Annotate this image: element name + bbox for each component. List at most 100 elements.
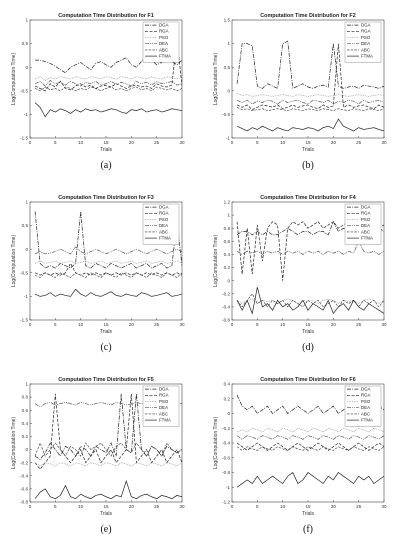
y-tick-label: -1 (226, 485, 231, 490)
y-tick-label: 1.5 (224, 18, 231, 23)
legend-label: FTMA (159, 54, 171, 59)
series-line-dga (236, 220, 384, 236)
legend-label: DEA (361, 405, 370, 410)
y-tick-label: 0.8 (22, 395, 29, 400)
legend-label: DGA (159, 205, 169, 210)
y-tick-label: 0.4 (22, 421, 29, 426)
series-line-ftma (236, 287, 384, 315)
panel-caption: (e) (100, 524, 111, 535)
y-axis-label: Log(Computation Time) (11, 235, 17, 288)
legend-label: DGA (361, 205, 371, 210)
x-tick-label: 20 (331, 140, 337, 145)
y-tick-label: 0.5 (22, 41, 29, 46)
y-tick-label: 1 (227, 41, 230, 46)
series-line-dea (34, 79, 182, 87)
legend-label: RGA (361, 393, 371, 398)
y-tick-label: 1 (25, 382, 28, 387)
x-tick-label: 0 (231, 322, 234, 327)
x-tick-label: 10 (78, 504, 84, 509)
x-tick-label: 10 (78, 322, 84, 327)
x-tick-label: 20 (331, 504, 337, 509)
y-axis-label: Log(Computation Time) (213, 53, 219, 106)
series-line-dea (236, 435, 384, 440)
x-tick-label: 0 (231, 504, 234, 509)
legend-box (344, 203, 382, 245)
panel-caption: (f) (303, 524, 313, 535)
legend-label: PSO (159, 399, 169, 404)
x-tick-label: 0 (29, 504, 32, 509)
y-tick-label: -1 (24, 112, 29, 117)
chart-title: Computation Time Distribution for F2 (260, 13, 355, 19)
y-tick-label: 0 (227, 88, 230, 93)
y-tick-label: -1.2 (222, 500, 230, 505)
x-axis-label: Trials (302, 329, 315, 335)
x-tick-label: 0 (29, 322, 32, 327)
legend-label: ABC (159, 411, 168, 416)
y-tick-label: -0.6 (222, 318, 230, 323)
series-line-ftma (236, 118, 384, 132)
y-axis-label: Log(Computation Time) (11, 417, 17, 470)
series-line-abc (34, 272, 182, 278)
series-line-abc (236, 446, 384, 451)
chart-panel-3: Computation Time Distribution for F30 5 10… (11, 195, 185, 353)
legend-label: RGA (159, 211, 169, 216)
y-tick-label: -1.5 (20, 318, 28, 323)
y-tick-label: 0.6 (22, 408, 29, 413)
series-line-rga (236, 43, 384, 111)
x-tick-label: 10 (280, 504, 286, 509)
x-tick-label: 5 (54, 504, 57, 509)
x-tick-label: 20 (129, 140, 135, 145)
x-tick-label: 20 (331, 322, 337, 327)
x-tick-label: 20 (129, 322, 135, 327)
series-line-ftma (236, 471, 384, 488)
x-tick-label: 30 (381, 140, 387, 145)
legend-label: RGA (361, 211, 371, 216)
y-tick-label: 0.8 (224, 226, 231, 231)
series-line-rga (236, 442, 384, 451)
series-line-dea (34, 246, 182, 255)
legend-label: DEA (159, 41, 168, 46)
series-line-abc (34, 442, 182, 457)
y-axis-label: Log(Computation Time) (213, 417, 219, 470)
series-line-pso (236, 92, 384, 97)
y-tick-label: -0.2 (20, 460, 28, 465)
legend-label: DGA (361, 387, 371, 392)
x-tick-label: 5 (256, 322, 259, 327)
y-tick-label: 0.5 (224, 65, 231, 70)
series-line-dga (236, 40, 384, 89)
x-tick-label: 30 (179, 504, 185, 509)
y-tick-label: 0.5 (22, 223, 29, 228)
x-tick-label: 25 (154, 140, 160, 145)
y-tick-label: 0 (25, 447, 28, 452)
x-tick-label: 5 (54, 140, 57, 145)
series-line-ftma (34, 288, 182, 297)
chart-title: Computation Time Distribution for F4 (260, 195, 355, 201)
y-tick-label: 1.2 (224, 200, 231, 205)
y-tick-label: -0.2 (222, 426, 230, 431)
y-tick-label: 0.2 (224, 396, 231, 401)
y-axis-label: Log(Computation Time) (213, 235, 219, 288)
legend-label: ABC (361, 411, 370, 416)
y-tick-label: 1 (25, 200, 28, 205)
y-tick-label: -1 (24, 294, 29, 299)
x-axis-label: Trials (302, 511, 315, 517)
x-axis-label: Trials (100, 329, 113, 335)
legend-label: DEA (159, 223, 168, 228)
x-axis-label: Trials (302, 147, 315, 153)
legend-label: RGA (361, 29, 371, 34)
legend-label: FTMA (361, 418, 373, 423)
series-line-dga (35, 54, 182, 74)
legend-label: DEA (159, 405, 168, 410)
legend-label: PSO (361, 399, 371, 404)
legend-box (142, 203, 180, 245)
x-axis-label: Trials (100, 511, 113, 517)
y-tick-label: -0.8 (20, 500, 28, 505)
series-line-abc (34, 86, 182, 92)
x-tick-label: 0 (231, 140, 234, 145)
x-tick-label: 20 (129, 504, 135, 509)
x-axis-label: Trials (100, 147, 113, 153)
x-tick-label: 30 (381, 322, 387, 327)
x-tick-label: 0 (29, 140, 32, 145)
y-tick-label: -0.5 (20, 270, 28, 275)
